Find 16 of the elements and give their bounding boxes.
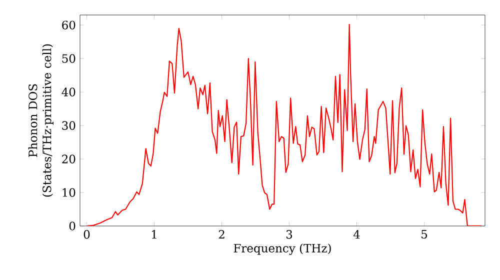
- y-tick-label: 40: [62, 88, 76, 96]
- y-tick-label: 50: [62, 54, 76, 63]
- x-tick-label: 1: [152, 230, 156, 239]
- y-tick-label: 30: [62, 121, 76, 130]
- line-series: [86, 24, 482, 226]
- y-tick-label: 10: [62, 188, 76, 197]
- x-tick-label: 5: [422, 230, 428, 239]
- y-tick-label: 20: [62, 154, 76, 164]
- x-tick-label: 3: [286, 230, 292, 239]
- y-tick-label: 0: [69, 222, 76, 230]
- x-tick-label: 0: [84, 230, 90, 239]
- y-tick-label: 60: [62, 20, 76, 30]
- x-tick-label: 4: [353, 230, 360, 239]
- x-tick-label: 2: [218, 230, 224, 239]
- x-axis-title: Frequency (THz): [234, 244, 331, 255]
- y-axis-title: Phonon DOS (States/THz·primitive cell): [28, 44, 54, 197]
